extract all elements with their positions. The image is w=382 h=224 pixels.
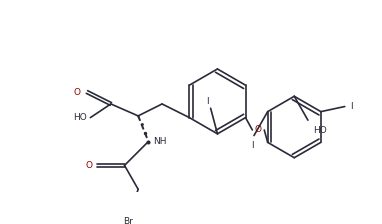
Text: Br: Br	[123, 217, 133, 224]
Text: HO: HO	[73, 113, 87, 122]
Text: NH: NH	[153, 137, 166, 146]
Text: I: I	[206, 97, 209, 106]
Text: I: I	[251, 141, 254, 150]
Text: O: O	[74, 88, 81, 97]
Text: I: I	[350, 102, 353, 111]
Text: HO: HO	[313, 126, 327, 135]
Text: O: O	[255, 125, 262, 134]
Text: O: O	[86, 161, 93, 170]
